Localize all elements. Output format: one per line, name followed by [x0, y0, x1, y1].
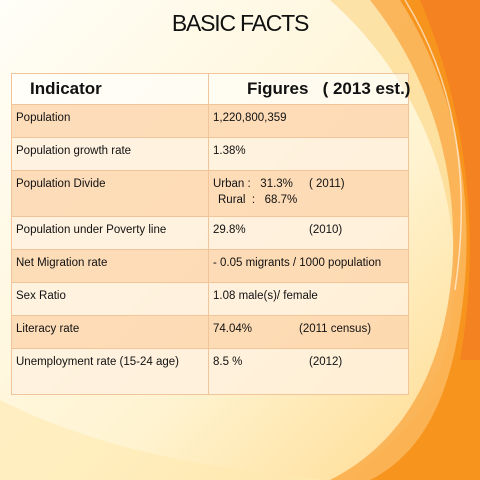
value-text: 1.08 male(s)/ female [213, 290, 318, 302]
value-cell: 8.5 % (2012) [208, 348, 409, 395]
indicator-cell: Population Divide [11, 170, 209, 217]
indicator-cell: Population growth rate [11, 137, 209, 171]
value-text: 74.04% [213, 323, 253, 335]
table-row: Unemployment rate (15-24 age) 8.5 % (2012… [11, 348, 409, 395]
year-note: (2012) [309, 356, 343, 368]
figures-header-text: Figures ( 2013 est.) [247, 79, 411, 98]
indicator-cell: Unemployment rate (15-24 age) [11, 348, 209, 395]
indicator-cell: Population under Poverty line [11, 216, 209, 250]
value-cell: 1.08 male(s)/ female [208, 282, 409, 316]
figures-column-header: Figures ( 2013 est.) [208, 73, 411, 105]
table-header-row: Indicator Figures ( 2013 est.) [11, 73, 411, 105]
indicator-cell: Literacy rate [11, 315, 209, 349]
year-note: (2010) [309, 224, 343, 236]
table-row: Population 1,220,800,359 [11, 104, 409, 138]
table-row: Population Divide Urban : 31.3% ( 2011) R… [11, 170, 409, 217]
table-row: Population growth rate 1.38% [11, 137, 409, 171]
table-row: Net Migration rate - 0.05 migrants / 100… [11, 249, 409, 283]
value-text: 8.5 % [213, 356, 243, 368]
value-cell: 1,220,800,359 [208, 104, 409, 138]
indicator-column-header: Indicator [11, 73, 209, 105]
table-row: Sex Ratio 1.08 male(s)/ female [11, 282, 409, 316]
value-text: 1,220,800,359 [213, 112, 287, 124]
value-cell: Urban : 31.3% ( 2011) Rural : 68.7% [208, 170, 409, 217]
basic-facts-table: Indicator Figures ( 2013 est.) Populatio… [11, 73, 411, 395]
value-cell: 1.38% [208, 137, 409, 171]
value-text: Urban : 31.3% [213, 178, 293, 190]
table-row: Literacy rate 74.04% (2011 census) [11, 315, 409, 349]
slide-title: BASIC FACTS [171, 10, 310, 36]
value-text: - 0.05 migrants / 1000 population [213, 257, 382, 269]
indicator-cell: Sex Ratio [11, 282, 209, 316]
value-text: 1.38% [213, 145, 246, 157]
value-cell: 29.8% (2010) [208, 216, 409, 250]
table-row: Population under Poverty line 29.8% (2010… [11, 216, 409, 250]
year-note: (2011 census) [299, 323, 372, 335]
value-text-line2: Rural : 68.7% [218, 194, 298, 206]
value-cell: 74.04% (2011 census) [208, 315, 409, 349]
indicator-cell: Net Migration rate [11, 249, 209, 283]
year-note: ( 2011) [309, 178, 345, 190]
indicator-cell: Population [11, 104, 209, 138]
value-cell: - 0.05 migrants / 1000 population [208, 249, 409, 283]
value-text: 29.8% [213, 224, 246, 236]
